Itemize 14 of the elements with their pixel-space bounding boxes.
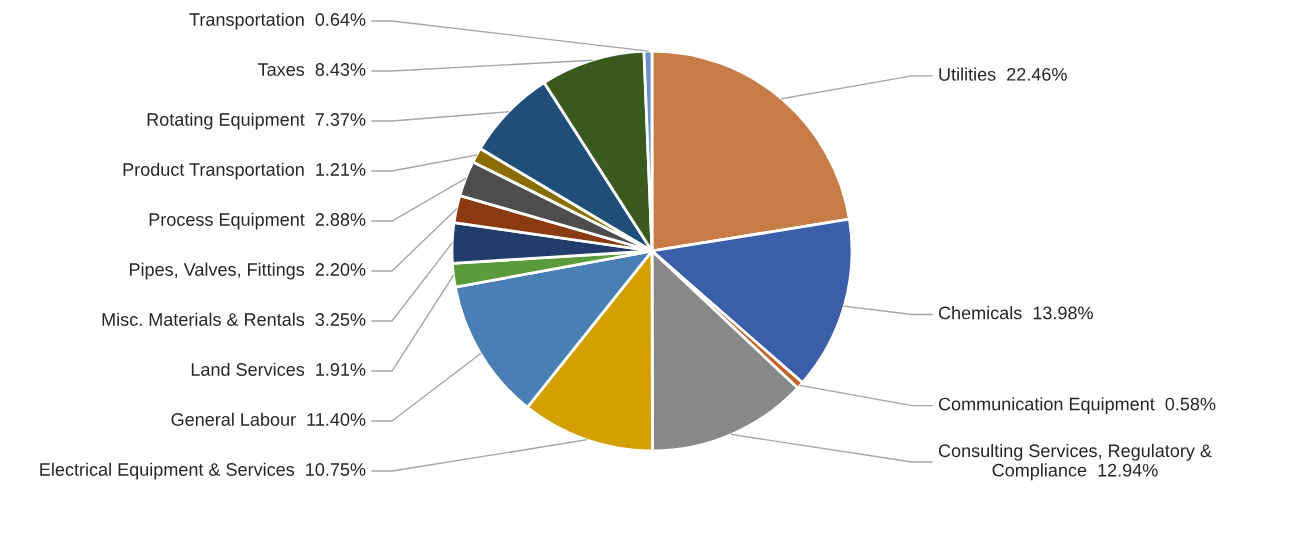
slice-label: Pipes, Valves, Fittings 2.20% (129, 262, 366, 280)
slice-label: Transportation 0.64% (189, 12, 366, 30)
slice-label: General Labour 11.40% (171, 412, 366, 426)
slice-label: Misc. Materials & Rentals 3.25% (102, 312, 366, 326)
slice-label: Product Transportation 1.21% (123, 162, 366, 180)
slice-label: Chemicals 13.98% (938, 306, 1093, 320)
slice-label: Electrical Equipment & Services 10.75% (40, 462, 366, 480)
slice-label: Consulting Services, Regulatory & Compliance 12.94% (938, 443, 1212, 481)
slice-label: Rotating Equipment 7.37% (147, 112, 366, 130)
slice-label: Utilities 22.46% (939, 67, 1067, 81)
slice-label: Taxes 8.43% (258, 63, 366, 76)
slice-label: Process Equipment 2.88% (149, 212, 366, 230)
slice-label: Land Services 1.91% (191, 362, 366, 376)
slice-label: Communication Equipment 0.58% (938, 397, 1216, 414)
